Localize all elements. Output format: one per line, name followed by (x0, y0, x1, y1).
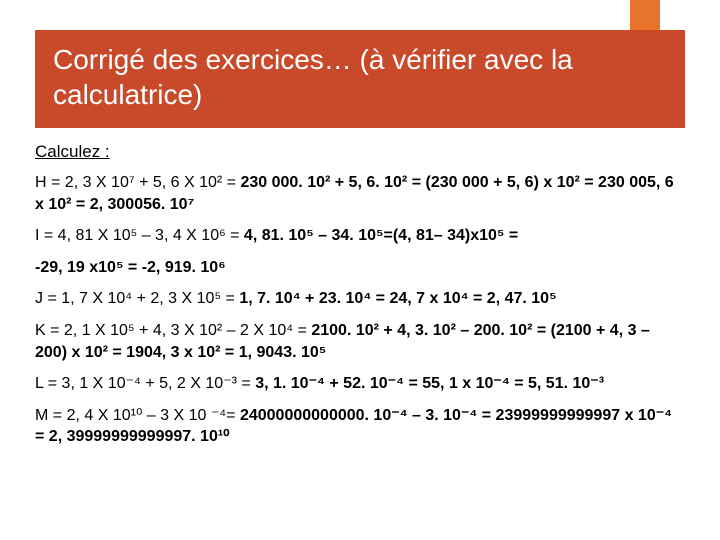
slide-content: Calculez : H = 2, 3 X 10⁷ + 5, 6 X 10² =… (35, 142, 685, 458)
line-L-bold: 3, 1. 10⁻⁴ + 52. 10⁻⁴ = 55, 1 x 10⁻⁴ = 5… (255, 375, 604, 392)
line-I2: -29, 19 x10⁵ = -2, 919. 10⁶ (35, 257, 685, 279)
slide-title: Corrigé des exercices… (à vérifier avec … (35, 30, 685, 128)
line-I: I = 4, 81 X 10⁵ – 3, 4 X 10⁶ = 4, 81. 10… (35, 225, 685, 247)
line-H: H = 2, 3 X 10⁷ + 5, 6 X 10² = 230 000. 1… (35, 172, 685, 215)
line-I-plain: I = 4, 81 X 10⁵ – 3, 4 X 10⁶ = (35, 227, 244, 244)
line-H-plain: H = 2, 3 X 10⁷ + 5, 6 X 10² = (35, 174, 240, 191)
line-M: M = 2, 4 X 10¹⁰ – 3 X 10 ⁻⁴= 24000000000… (35, 405, 685, 448)
subheading: Calculez : (35, 142, 685, 162)
line-L-plain: L = 3, 1 X 10⁻⁴ + 5, 2 X 10⁻³ = (35, 375, 255, 392)
accent-bar (630, 0, 660, 30)
line-L: L = 3, 1 X 10⁻⁴ + 5, 2 X 10⁻³ = 3, 1. 10… (35, 373, 685, 395)
line-J-plain: J = 1, 7 X 10⁴ + 2, 3 X 10⁵ = (35, 290, 239, 307)
title-text: Corrigé des exercices… (à vérifier avec … (53, 44, 573, 110)
line-K: K = 2, 1 X 10⁵ + 4, 3 X 10² – 2 X 10⁴ = … (35, 320, 685, 363)
line-I-bold2: -29, 19 x10⁵ = -2, 919. 10⁶ (35, 259, 226, 276)
line-J-bold: 1, 7. 10⁴ + 23. 10⁴ = 24, 7 x 10⁴ = 2, 4… (239, 290, 556, 307)
line-M-plain: M = 2, 4 X 10¹⁰ – 3 X 10 ⁻⁴= (35, 407, 240, 424)
line-I-bold: 4, 81. 10⁵ – 34. 10⁵=(4, 81– 34)x10⁵ = (244, 227, 518, 244)
line-J: J = 1, 7 X 10⁴ + 2, 3 X 10⁵ = 1, 7. 10⁴ … (35, 288, 685, 310)
line-K-plain: K = 2, 1 X 10⁵ + 4, 3 X 10² – 2 X 10⁴ = (35, 322, 311, 339)
